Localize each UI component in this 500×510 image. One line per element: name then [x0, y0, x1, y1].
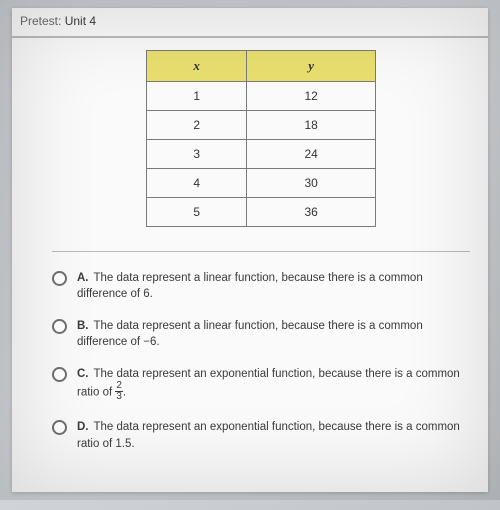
radio-d[interactable]: [52, 420, 67, 435]
option-body: The data represent an exponential functi…: [77, 421, 460, 449]
option-letter: D.: [77, 421, 89, 433]
header-unit: Unit 4: [65, 14, 96, 28]
option-b-text: B. The data represent a linear function,…: [77, 318, 470, 350]
option-body: The data represent a linear function, be…: [77, 320, 423, 348]
cell-x: 5: [147, 198, 247, 227]
option-c[interactable]: C. The data represent an exponential fun…: [52, 366, 470, 403]
col-header-y: y: [247, 51, 376, 82]
option-letter: B.: [77, 320, 89, 332]
table-row: 5 36: [147, 198, 376, 227]
pretest-header: Pretest: Unit 4: [12, 8, 488, 38]
cell-x: 3: [147, 140, 247, 169]
fraction: 2 3: [115, 381, 123, 402]
radio-a[interactable]: [52, 271, 67, 286]
cell-y: 24: [247, 140, 376, 169]
xy-table: x y 1 12 2 18 3 24 4 30: [146, 50, 376, 227]
option-c-text: C. The data represent an exponential fun…: [77, 366, 470, 403]
option-d-text: D. The data represent an exponential fun…: [77, 419, 470, 451]
option-b[interactable]: B. The data represent a linear function,…: [52, 318, 470, 350]
option-body: The data represent a linear function, be…: [77, 272, 423, 300]
cell-y: 12: [247, 82, 376, 111]
option-a[interactable]: A. The data represent a linear function,…: [52, 270, 470, 302]
table-row: 4 30: [147, 169, 376, 198]
cell-y: 18: [247, 111, 376, 140]
radio-c[interactable]: [52, 367, 67, 382]
cell-y: 36: [247, 198, 376, 227]
table-header-row: x y: [147, 51, 376, 82]
option-body-before: The data represent an exponential functi…: [77, 368, 460, 399]
screen-area: Pretest: Unit 4 x y 1 12 2 18: [12, 8, 488, 492]
option-a-text: A. The data represent a linear function,…: [77, 270, 470, 302]
table-row: 3 24: [147, 140, 376, 169]
option-letter: A.: [77, 272, 89, 284]
cell-x: 1: [147, 82, 247, 111]
content-area: x y 1 12 2 18 3 24 4 30: [12, 38, 488, 480]
radio-b[interactable]: [52, 319, 67, 334]
table-row: 2 18: [147, 111, 376, 140]
fraction-den: 3: [115, 392, 123, 402]
option-body-after: .: [123, 387, 126, 399]
cell-x: 2: [147, 111, 247, 140]
cell-y: 30: [247, 169, 376, 198]
option-d[interactable]: D. The data represent an exponential fun…: [52, 419, 470, 451]
option-letter: C.: [77, 368, 89, 380]
col-header-x: x: [147, 51, 247, 82]
cell-x: 4: [147, 169, 247, 198]
divider: [52, 251, 470, 252]
table-row: 1 12: [147, 82, 376, 111]
header-label: Pretest:: [20, 14, 61, 28]
